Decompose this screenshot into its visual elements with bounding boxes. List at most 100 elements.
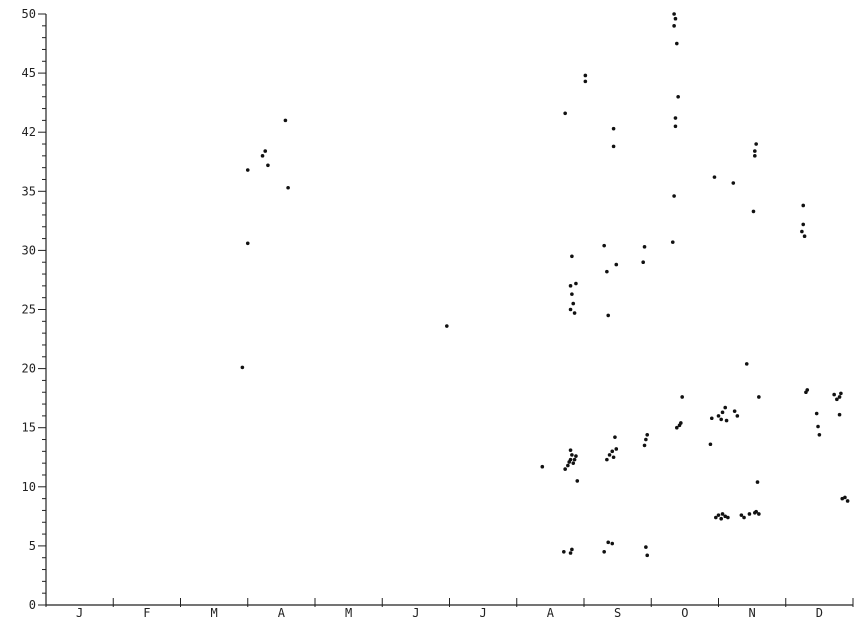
data-point bbox=[719, 516, 723, 521]
data-point bbox=[611, 144, 616, 149]
data-point bbox=[570, 453, 574, 457]
x-tick-label: J bbox=[76, 606, 83, 619]
data-point bbox=[563, 467, 567, 471]
y-tick-label: 20 bbox=[22, 362, 36, 376]
data-point bbox=[613, 435, 617, 439]
data-point bbox=[583, 73, 588, 78]
data-point bbox=[723, 405, 728, 410]
x-tick-label: D bbox=[816, 606, 823, 619]
data-point bbox=[645, 432, 650, 437]
data-point bbox=[611, 126, 616, 131]
data-point bbox=[572, 311, 577, 315]
data-point bbox=[757, 512, 761, 516]
data-point bbox=[720, 410, 725, 415]
data-point bbox=[742, 515, 746, 520]
data-point bbox=[570, 292, 574, 296]
data-point bbox=[260, 154, 265, 158]
y-tick-label: 42 bbox=[22, 125, 36, 139]
x-tick-label: M bbox=[211, 606, 218, 619]
data-point bbox=[240, 365, 245, 370]
data-point bbox=[571, 301, 576, 306]
data-point bbox=[840, 496, 845, 501]
data-point bbox=[754, 509, 758, 514]
x-tick-label: O bbox=[681, 606, 688, 619]
data-point bbox=[245, 241, 250, 246]
data-point bbox=[680, 395, 684, 399]
data-point bbox=[611, 455, 616, 460]
data-point bbox=[675, 41, 679, 46]
data-point bbox=[266, 163, 270, 168]
data-point bbox=[675, 425, 679, 430]
data-point bbox=[574, 454, 578, 458]
data-point bbox=[644, 545, 648, 549]
data-point bbox=[732, 409, 737, 413]
data-point bbox=[753, 154, 757, 158]
data-point bbox=[679, 421, 683, 425]
data-point bbox=[572, 457, 577, 462]
data-point bbox=[817, 432, 822, 437]
data-point bbox=[754, 142, 758, 146]
data-point bbox=[607, 453, 612, 457]
data-point bbox=[837, 395, 842, 399]
y-tick-label: 5 bbox=[29, 539, 36, 553]
data-point bbox=[753, 149, 757, 153]
data-point bbox=[642, 245, 647, 249]
data-point bbox=[735, 414, 740, 418]
data-point bbox=[709, 416, 714, 421]
data-point bbox=[568, 284, 573, 288]
y-tick-label: 25 bbox=[22, 303, 36, 317]
data-point bbox=[676, 94, 680, 99]
data-point bbox=[723, 514, 728, 519]
data-points bbox=[240, 12, 850, 558]
x-tick-label: A bbox=[278, 606, 286, 619]
data-point bbox=[583, 79, 588, 84]
data-point bbox=[673, 16, 678, 21]
data-point bbox=[645, 553, 650, 558]
data-point bbox=[263, 149, 268, 153]
y-tick-label: 35 bbox=[22, 184, 36, 198]
data-point bbox=[562, 550, 566, 554]
data-point bbox=[708, 442, 713, 447]
data-point bbox=[575, 479, 580, 483]
data-point bbox=[605, 269, 609, 274]
data-point bbox=[814, 411, 819, 416]
data-point bbox=[283, 118, 288, 123]
data-point bbox=[712, 175, 717, 179]
data-point bbox=[610, 541, 615, 546]
data-point bbox=[571, 461, 576, 465]
x-tick-label: J bbox=[412, 606, 419, 619]
data-point bbox=[716, 513, 721, 517]
data-point bbox=[720, 512, 725, 516]
data-point bbox=[540, 464, 545, 469]
x-tick-label: N bbox=[749, 606, 756, 619]
data-point bbox=[614, 447, 619, 451]
data-point bbox=[670, 240, 675, 244]
y-tick-label: 30 bbox=[22, 243, 36, 257]
data-point bbox=[568, 457, 573, 462]
data-point bbox=[805, 388, 810, 392]
data-point bbox=[286, 185, 290, 190]
data-point bbox=[602, 243, 606, 248]
data-point bbox=[610, 449, 615, 454]
data-point bbox=[726, 515, 730, 520]
y-tick-label: 15 bbox=[22, 421, 36, 435]
data-point bbox=[606, 313, 611, 318]
y-tick-label: 50 bbox=[22, 7, 36, 21]
data-point bbox=[644, 437, 648, 442]
data-point bbox=[724, 418, 729, 423]
y-tick-label: 0 bbox=[29, 598, 36, 612]
x-tick-label: S bbox=[614, 606, 621, 619]
data-point bbox=[605, 457, 609, 462]
data-point bbox=[673, 124, 678, 129]
data-point bbox=[570, 547, 574, 552]
data-point bbox=[614, 262, 619, 267]
data-point bbox=[642, 443, 647, 448]
data-point bbox=[839, 391, 843, 396]
data-point bbox=[747, 512, 752, 516]
data-point bbox=[672, 12, 676, 16]
data-point bbox=[845, 499, 850, 503]
data-point bbox=[801, 203, 806, 208]
data-point bbox=[445, 324, 449, 328]
data-point bbox=[574, 281, 578, 286]
